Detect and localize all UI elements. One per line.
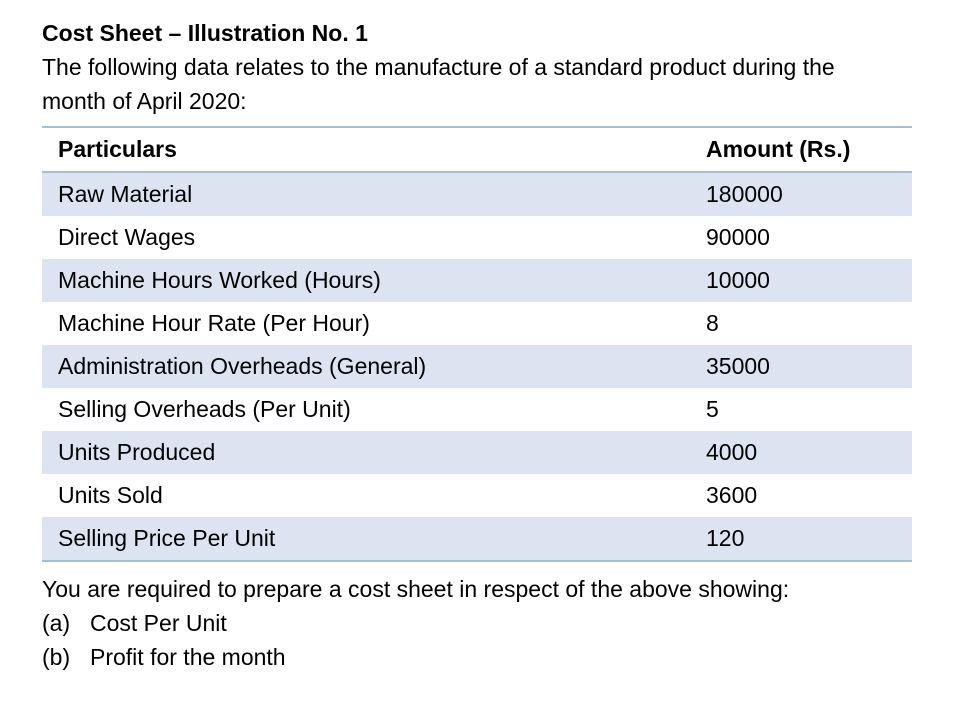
particular-cell: Machine Hours Worked (Hours) (42, 259, 702, 302)
list-marker: (a) (42, 610, 71, 636)
amount-cell: 8 (706, 310, 719, 336)
requirement-section: You are required to prepare a cost sheet… (42, 572, 922, 674)
requirement-text: You are required to prepare a cost sheet… (42, 576, 790, 602)
table-row: Raw Material 180000 (42, 172, 912, 216)
amount-cell: 3600 (706, 482, 758, 508)
table-row: Selling Price Per Unit 120 (42, 517, 912, 561)
column-header-amount: Amount (Rs.) (702, 127, 912, 173)
amount-cell: 5 (706, 396, 719, 422)
amount-cell: 35000 (702, 345, 912, 388)
particular-cell: Direct Wages (58, 224, 196, 250)
amount-cell: 120 (702, 517, 912, 561)
table-row: Units Sold 3600 (42, 474, 912, 517)
table-row: Direct Wages 90000 (42, 216, 912, 259)
table-header-row: Particulars Amount (Rs.) (42, 127, 912, 173)
amount-cell: 10000 (702, 259, 912, 302)
table-row: Units Produced 4000 (42, 431, 912, 474)
document-heading: Cost Sheet – Illustration No. 1 (42, 20, 368, 46)
list-item-text: Profit for the month (90, 644, 286, 670)
list-item: (b) Profit for the month (42, 640, 922, 674)
column-header-particulars: Particulars (42, 127, 702, 173)
particular-cell: Units Produced (42, 431, 702, 474)
particular-cell: Raw Material (42, 172, 702, 216)
document-page: Cost Sheet – Illustration No. 1 The foll… (42, 16, 922, 674)
amount-cell: 4000 (702, 431, 912, 474)
table-row: Administration Overheads (General) 35000 (42, 345, 912, 388)
particular-cell: Selling Overheads (Per Unit) (58, 396, 351, 422)
intro-paragraph: The following data relates to the manufa… (42, 54, 835, 114)
particular-cell: Administration Overheads (General) (42, 345, 702, 388)
requirement-list: (a) Cost Per Unit (b) Profit for the mon… (42, 606, 922, 674)
list-item: (a) Cost Per Unit (42, 606, 922, 640)
particular-cell: Machine Hour Rate (Per Hour) (58, 310, 370, 336)
particulars-table: Particulars Amount (Rs.) Raw Material 18… (42, 126, 912, 562)
table-row: Machine Hours Worked (Hours) 10000 (42, 259, 912, 302)
list-item-text: Cost Per Unit (90, 610, 227, 636)
particular-cell: Selling Price Per Unit (42, 517, 702, 561)
amount-cell: 180000 (702, 172, 912, 216)
table-row: Selling Overheads (Per Unit) 5 (42, 388, 912, 431)
particular-cell: Units Sold (58, 482, 163, 508)
list-marker: (b) (42, 644, 71, 670)
amount-cell: 90000 (706, 224, 770, 250)
table-row: Machine Hour Rate (Per Hour) 8 (42, 302, 912, 345)
